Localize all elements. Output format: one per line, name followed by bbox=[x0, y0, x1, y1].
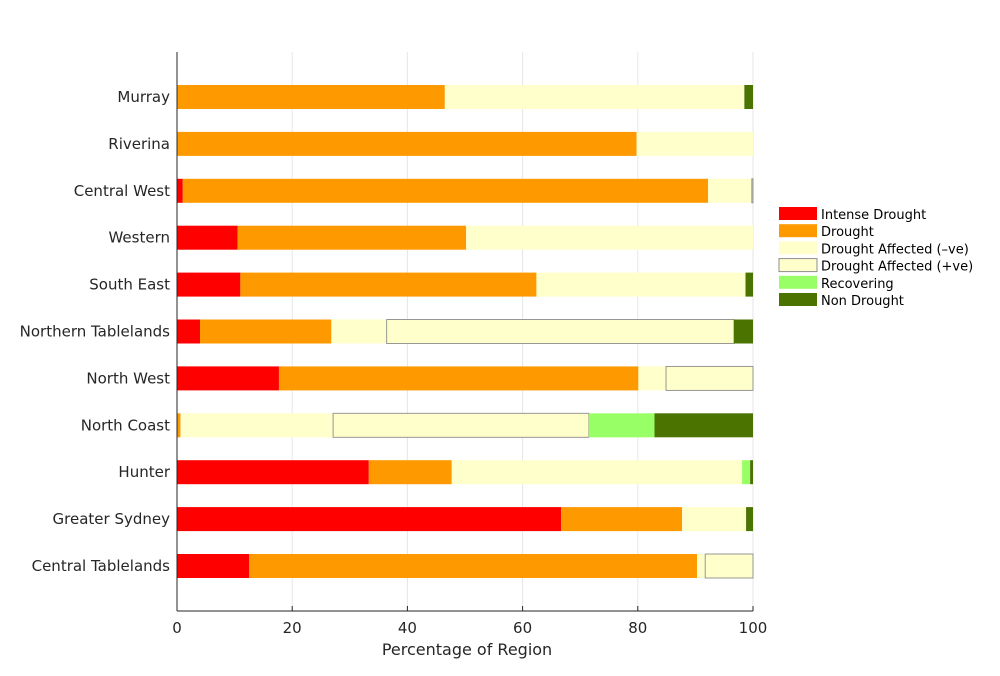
category-label: Greater Sydney bbox=[53, 510, 171, 528]
category-label: Western bbox=[108, 229, 170, 247]
legend-label: Recovering bbox=[821, 277, 894, 292]
bar-segment: Hunter — Recovering: 1.4% bbox=[742, 460, 751, 485]
category-label: Hunter bbox=[118, 463, 170, 481]
legend-swatch bbox=[779, 207, 817, 220]
bar-segment: Northern Tablelands — Drought Affected (… bbox=[386, 319, 735, 344]
bar-segment: Hunter — Drought: 14.4% bbox=[368, 460, 452, 485]
bar-segment: North West — Drought Affected (+ve): 15.… bbox=[665, 365, 754, 391]
bar-segment: Hunter — Intense Drought: 33.3% bbox=[177, 460, 369, 485]
bars: Murray — Drought: 46.5%Murray — Drought … bbox=[177, 85, 754, 579]
category-label: Central Tablelands bbox=[32, 557, 171, 575]
bar-segment: Hunter — Non Drought: 0.5% bbox=[750, 460, 753, 485]
x-tick-label: 100 bbox=[739, 619, 768, 637]
legend-label: Drought Affected (+ve) bbox=[821, 260, 973, 275]
bar-segment: Central Tablelands — Drought: 77.8% bbox=[249, 554, 698, 578]
bar-segment: South East — Drought: 51.4% bbox=[240, 272, 537, 297]
x-tick-label: 80 bbox=[628, 619, 647, 637]
bar-segment: Central West — Drought Affected (–ve): 7… bbox=[708, 178, 752, 203]
legend-swatch bbox=[778, 258, 818, 273]
bar-segment: Hunter — Drought Affected (–ve): 50.4% bbox=[451, 460, 743, 485]
x-tick-label: 20 bbox=[283, 619, 302, 637]
bar-segment: Western — Intense Drought: 10.5% bbox=[177, 225, 238, 250]
bar-segment: South East — Non Drought: 1.3% bbox=[745, 272, 753, 297]
bar-segment: Central Tablelands — Drought Affected (–… bbox=[697, 554, 706, 578]
x-tick-label: 60 bbox=[513, 619, 532, 637]
x-tick-labels: 0 20 40 60 80 100 bbox=[172, 619, 767, 637]
category-label: Northern Tablelands bbox=[20, 323, 171, 341]
bar-segment: Greater Sydney — Drought: 21% bbox=[561, 507, 683, 532]
bar-segment: Greater Sydney — Drought Affected (–ve):… bbox=[682, 507, 747, 532]
bar-segment: Western — Drought Affected (–ve): 49.8% bbox=[466, 225, 753, 250]
bar-segment: North Coast — Non Drought: 17.1% bbox=[654, 413, 753, 438]
bar-segment: Greater Sydney — Intense Drought: 66.7% bbox=[177, 507, 562, 532]
bar-segment: Riverina — Drought Affected (–ve): 20.2% bbox=[636, 131, 753, 156]
bar-segment: North West — Intense Drought: 17.7% bbox=[177, 366, 279, 391]
category-label: South East bbox=[89, 276, 170, 294]
x-tick-label: 40 bbox=[398, 619, 417, 637]
bar-segment: Central Tablelands — Drought Affected (+… bbox=[704, 553, 754, 579]
x-axis-title: Percentage of Region bbox=[382, 640, 552, 659]
bar-segment: South East — Drought Affected (–ve): 36.… bbox=[536, 272, 746, 297]
bar-segment: North Coast — Drought Affected (+ve): 44… bbox=[332, 412, 590, 438]
legend-label: Intense Drought bbox=[821, 208, 926, 223]
legend-swatch bbox=[779, 293, 817, 306]
category-labels: Murray Riverina Central West Western South E… bbox=[20, 88, 171, 575]
category-label: Murray bbox=[117, 88, 170, 106]
bar-segment: North West — Drought: 62.4% bbox=[278, 366, 639, 391]
bar-segment: Riverina — Drought: 79.8% bbox=[177, 131, 637, 156]
bar-segment: Central Tablelands — Intense Drought: 12… bbox=[177, 554, 249, 578]
legend-label: Drought bbox=[821, 225, 874, 240]
legend-swatch bbox=[779, 275, 817, 289]
bar-segment: Murray — Drought: 46.5% bbox=[177, 85, 445, 109]
bar-segment: North Coast — Drought: 0.6% bbox=[177, 413, 181, 438]
bar-segment: Murray — Drought Affected (–ve): 52% bbox=[444, 85, 745, 109]
legend-label: Drought Affected (–ve) bbox=[821, 242, 969, 257]
bar-segment: Northern Tablelands — Intense Drought: 4… bbox=[177, 319, 201, 344]
bar-segment: Western — Drought: 39.7% bbox=[237, 225, 467, 250]
bar-segment: North Coast — Recovering: 11.4% bbox=[588, 413, 655, 438]
bar-segment: Northern Tablelands — Drought Affected (… bbox=[331, 319, 387, 344]
legend: Intense Drought Drought Drought Affected (… bbox=[778, 207, 973, 309]
category-label: North Coast bbox=[81, 416, 170, 434]
bar-segment: Northern Tablelands — Drought: 22.8% bbox=[200, 319, 332, 344]
legend-swatch bbox=[779, 241, 817, 255]
bar-segment: Central West — Intense Drought: 1% bbox=[177, 178, 183, 203]
bar-segment: Central West — Drought Affected (+ve): 0… bbox=[751, 178, 754, 204]
x-tick-label: 0 bbox=[172, 619, 182, 637]
legend-label: Non Drought bbox=[821, 294, 904, 309]
category-label: North West bbox=[86, 369, 170, 387]
category-label: Riverina bbox=[108, 135, 170, 153]
axes bbox=[176, 52, 754, 612]
bar-segment: Greater Sydney — Non Drought: 1.2% bbox=[746, 507, 753, 532]
category-label: Central West bbox=[74, 182, 170, 200]
bar-segment: South East — Intense Drought: 11% bbox=[177, 272, 241, 297]
bar-segment: Murray — Non Drought: 1.5% bbox=[744, 85, 753, 109]
bar-segment: North Coast — Drought Affected (–ve): 26… bbox=[180, 413, 334, 438]
bar-segment: Northern Tablelands — Non Drought: 3.3% bbox=[733, 319, 753, 344]
bar-segment: Central West — Drought: 91.2% bbox=[182, 178, 709, 203]
bar-segment: North West — Drought Affected (–ve): 4.8… bbox=[638, 366, 667, 391]
legend-swatch bbox=[779, 224, 817, 238]
